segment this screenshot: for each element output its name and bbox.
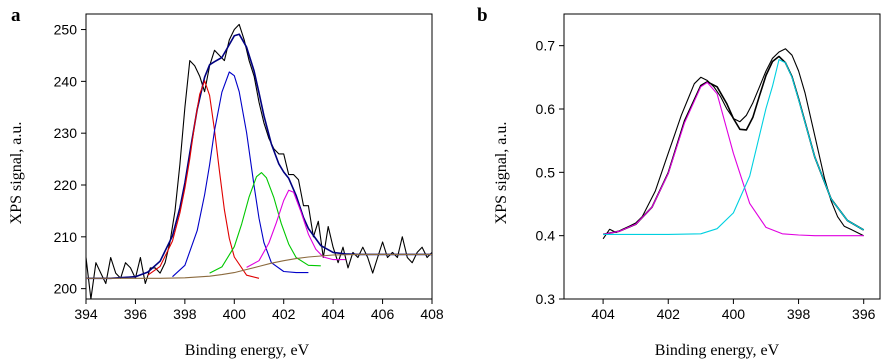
y-tick-label: 0.6 [536, 101, 556, 117]
series-line-component-1 [602, 81, 864, 237]
x-tick-label: 398 [173, 306, 197, 322]
x-tick-label: 408 [420, 306, 444, 322]
x-tick-label: 396 [852, 306, 876, 322]
x-tick-label: 394 [74, 306, 98, 322]
plot-area-b: 404 402 400 398 396 0.3 0.4 0.5 0.6 0.7 [536, 13, 881, 322]
panel-label-b: b [477, 5, 488, 26]
series-line-component-2 [172, 71, 309, 278]
series-line-measured [602, 48, 864, 240]
series-line-envelope-fit [86, 33, 432, 280]
series-line-background [86, 253, 432, 279]
panel-label-a: a [11, 5, 21, 26]
y-tick-label: 200 [54, 281, 78, 297]
y-tick-label: 0.5 [536, 164, 556, 180]
y-tick-label: 0.3 [536, 291, 556, 307]
y-tick-label: 0.4 [536, 228, 556, 244]
y-axis-title-a: XPS signal, a.u. [8, 122, 25, 225]
series-line-component-1 [147, 80, 260, 279]
series-line-component-4 [246, 189, 346, 268]
x-tick-label: 400 [722, 306, 746, 322]
y-tick-label: 240 [54, 73, 78, 89]
y-axis-title-b: XPS signal, a.u. [493, 122, 510, 225]
x-axis-title-a: Binding energy, eV [185, 342, 310, 359]
y-tick-label: 0.7 [536, 38, 556, 54]
x-tick-label: 402 [657, 306, 681, 322]
x-tick-label: 404 [591, 306, 615, 322]
x-axis-title-b: Binding energy, eV [655, 342, 780, 359]
x-tick-label: 406 [371, 306, 395, 322]
series-line-measured [85, 23, 433, 300]
y-tick-label: 230 [54, 125, 78, 141]
x-tick-label: 396 [124, 306, 148, 322]
y-tick-label: 250 [54, 22, 78, 38]
chart-panel-b: b 404 402 400 398 396 0.3 0.4 0.5 0.6 0.7 Binding… [477, 5, 881, 359]
chart-panel-a: a 394 396 398 400 402 404 406 408 200 210 220 230 24… [8, 5, 444, 359]
y-tick-label: 220 [54, 177, 78, 193]
series-line-envelope-fit [602, 55, 865, 236]
plot-area-a: 394 396 398 400 402 404 406 408 200 210 220 230 240 2… [54, 13, 444, 322]
x-tick-label: 402 [272, 306, 296, 322]
x-tick-label: 404 [321, 306, 345, 322]
x-tick-label: 398 [787, 306, 811, 322]
plot-frame [563, 13, 881, 300]
series-line-component-3 [209, 172, 321, 274]
plot-frame [85, 13, 433, 300]
series-line-component-2 [603, 59, 864, 235]
x-tick-label: 400 [223, 306, 247, 322]
y-tick-label: 210 [54, 229, 78, 245]
